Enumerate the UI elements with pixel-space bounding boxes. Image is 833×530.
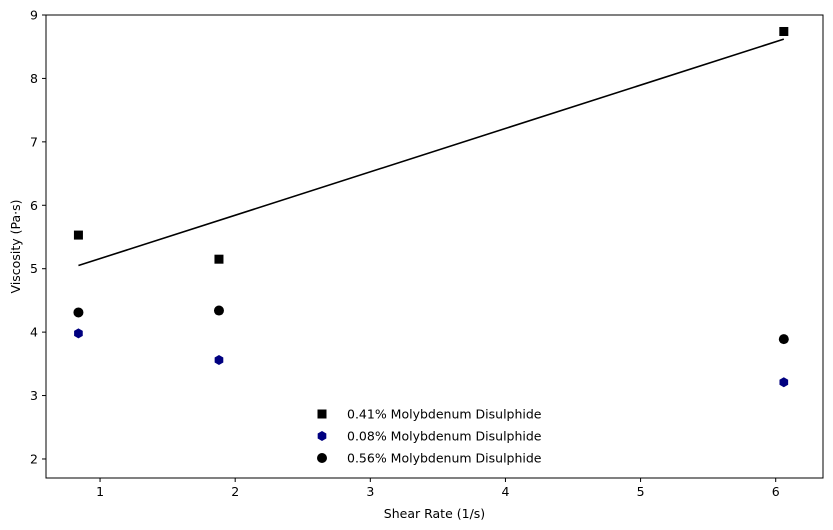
- y-tick-label: 9: [30, 8, 38, 23]
- trendline: [78, 38, 785, 267]
- legend-marker-hexagon: [317, 431, 327, 441]
- y-tick-label: 4: [30, 325, 38, 340]
- plot-area: [45, 14, 824, 479]
- y-axis-ticks: 2 3 4 5 6 7 8 9: [30, 8, 46, 466]
- data-point-circle: [73, 307, 84, 318]
- data-point-hexagon: [214, 355, 224, 366]
- data-point-square: [779, 26, 789, 36]
- y-tick-label: 3: [30, 388, 38, 403]
- y-tick-label: 5: [30, 261, 38, 276]
- x-tick-label: 6: [772, 484, 780, 499]
- x-axis-ticks: 1 2 3 4 5 6: [96, 478, 780, 499]
- y-tick-label: 8: [30, 71, 38, 86]
- x-tick-label: 1: [96, 484, 104, 499]
- points-layer: [73, 26, 789, 388]
- data-point-hexagon: [779, 377, 789, 388]
- x-axis-label: Shear Rate (1/s): [384, 506, 485, 521]
- data-point-hexagon: [74, 328, 83, 339]
- y-tick-label: 2: [30, 451, 38, 466]
- y-tick-label: 7: [30, 134, 38, 149]
- legend-label: 0.41% Molybdenum Disulphide: [347, 407, 542, 422]
- data-point-circle: [213, 305, 224, 316]
- legend: 0.41% Molybdenum Disulphide 0.08% Molybde…: [317, 407, 542, 466]
- x-tick-label: 3: [366, 484, 374, 499]
- legend-marker-circle: [317, 453, 327, 463]
- x-tick-label: 4: [501, 484, 509, 499]
- trendline-layer: [78, 38, 785, 267]
- legend-marker-square: [317, 409, 327, 419]
- x-tick-label: 2: [231, 484, 239, 499]
- y-axis-label: Viscosity (Pa·s): [8, 200, 23, 294]
- legend-label: 0.56% Molybdenum Disulphide: [347, 451, 542, 466]
- data-point-square: [73, 230, 83, 240]
- legend-label: 0.08% Molybdenum Disulphide: [347, 429, 542, 444]
- y-tick-label: 6: [30, 198, 38, 213]
- data-point-square: [214, 254, 224, 264]
- x-tick-label: 5: [637, 484, 645, 499]
- data-point-circle: [778, 334, 789, 345]
